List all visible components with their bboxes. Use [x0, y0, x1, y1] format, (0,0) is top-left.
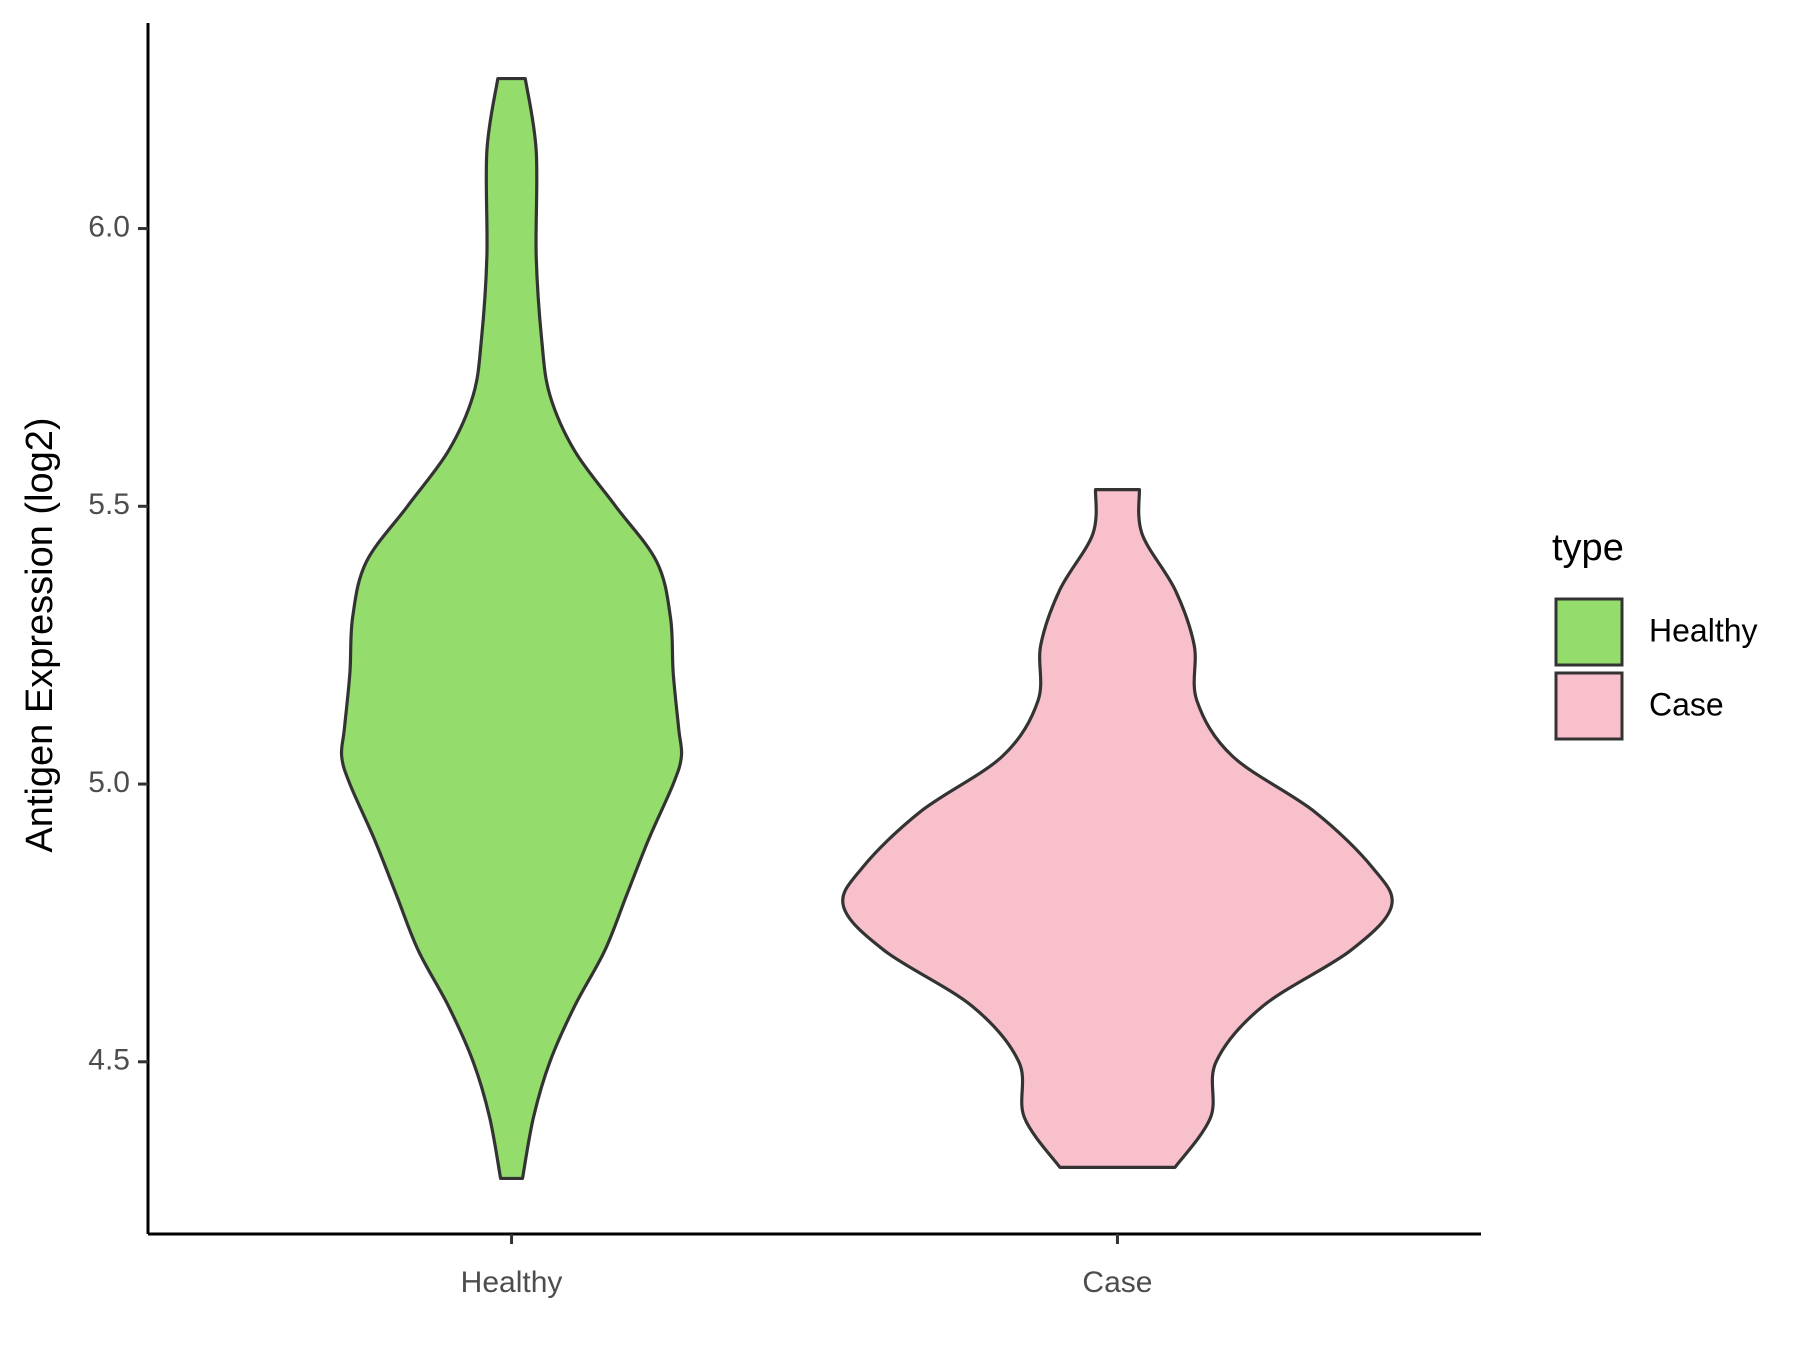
legend-key	[1554, 671, 1624, 741]
legend-label: Healthy	[1649, 612, 1758, 648]
y-tick-label: 5.5	[88, 488, 130, 521]
legend-key	[1554, 597, 1624, 667]
y-tick-label: 6.0	[88, 210, 130, 243]
y-tick-label: 5.0	[88, 766, 130, 799]
legend-title: type	[1552, 527, 1624, 569]
violin	[841, 488, 1394, 1169]
violin	[339, 76, 684, 1181]
x-tick-label: Case	[1082, 1266, 1152, 1299]
x-tick-label: Healthy	[461, 1266, 563, 1299]
y-tick-label: 4.5	[88, 1044, 130, 1077]
legend-label: Case	[1649, 686, 1724, 722]
y-axis-title: Antigen Expression (log2)	[19, 417, 61, 852]
